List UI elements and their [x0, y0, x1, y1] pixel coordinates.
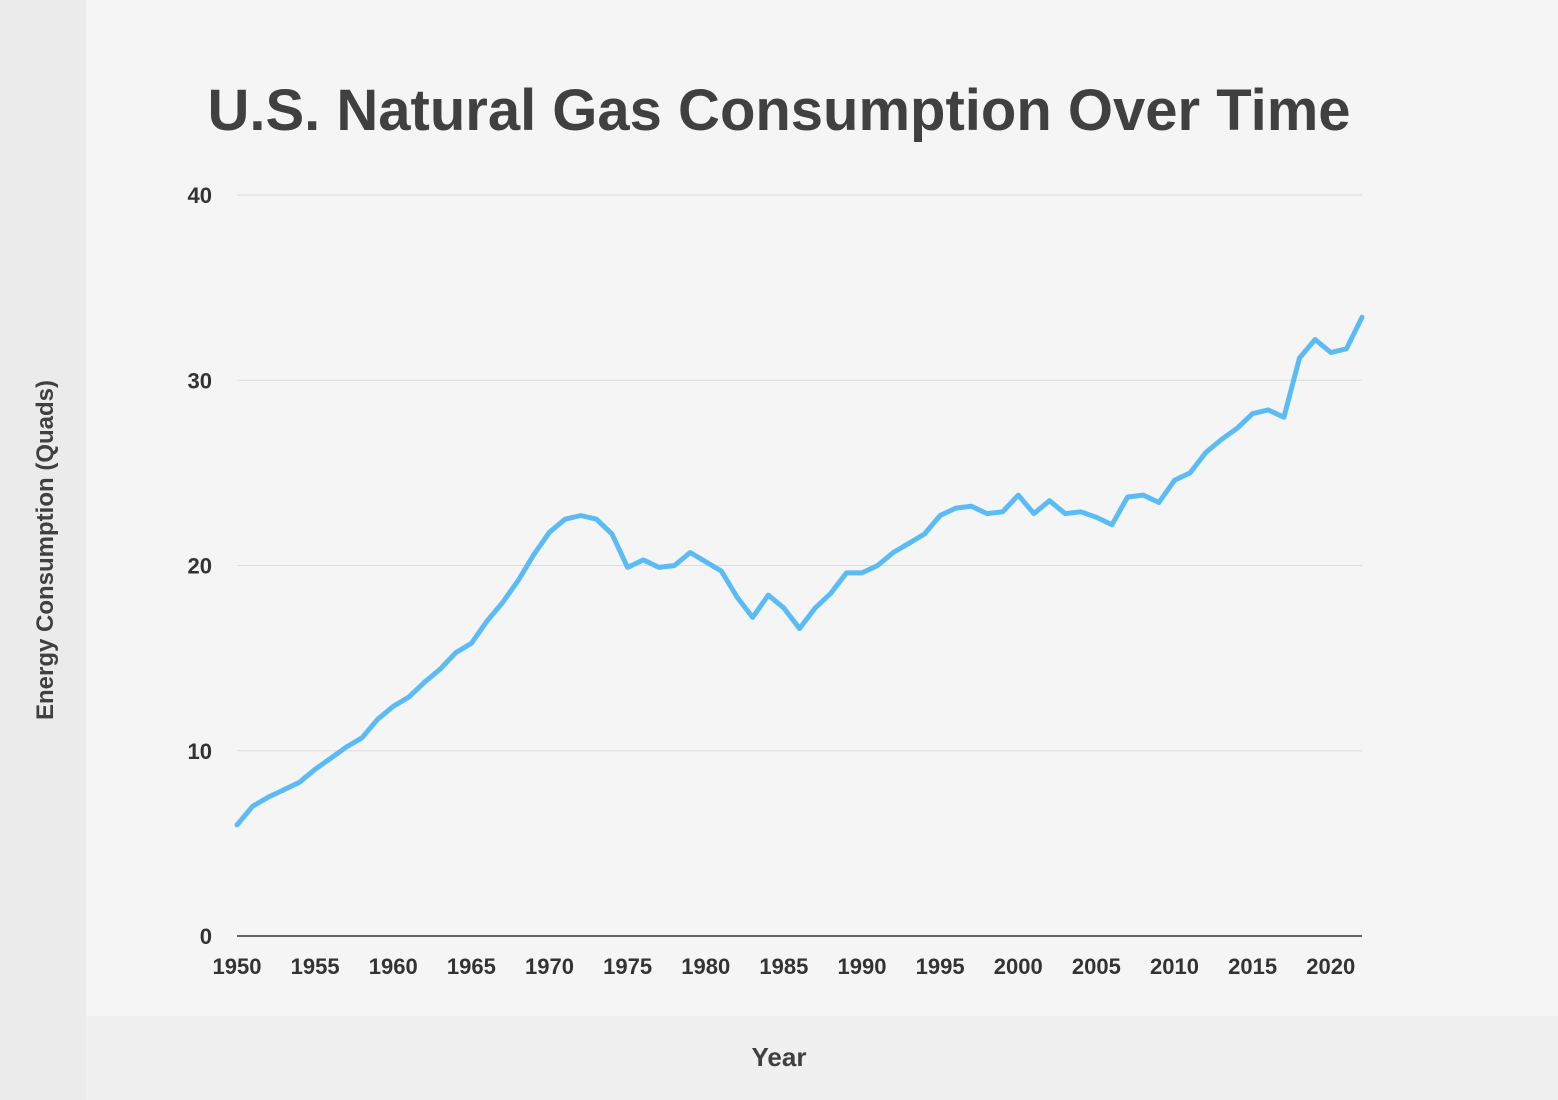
x-tick-label: 1995 [916, 954, 965, 979]
plot-panel [86, 0, 1558, 1016]
x-tick-label: 1980 [681, 954, 730, 979]
x-axis-label: Year [751, 1042, 807, 1072]
bottom-band [86, 1016, 1558, 1100]
x-tick-label: 2010 [1150, 954, 1199, 979]
y-tick-label: 20 [188, 554, 212, 579]
y-tick-label: 0 [200, 924, 212, 949]
y-tick-label: 30 [188, 368, 212, 393]
grid-layer [237, 194, 1362, 752]
x-tick-label: 1975 [603, 954, 652, 979]
y-tick-label: 10 [188, 739, 212, 764]
x-tick-label: 1970 [525, 954, 574, 979]
left-band [0, 0, 86, 1100]
x-tick-label: 2005 [1072, 954, 1121, 979]
x-tick-label: 1960 [369, 954, 418, 979]
x-tick-labels: 1950 1955 1960 1965 1970 1975 1980 1985 1990 1995… [213, 954, 1356, 979]
x-tick-label: 2015 [1228, 954, 1277, 979]
y-tick-label: 40 [188, 183, 212, 208]
x-tick-label: 2020 [1306, 954, 1355, 979]
x-tick-label: 1950 [213, 954, 262, 979]
series-line [234, 314, 1365, 828]
x-tick-label: 1990 [838, 954, 887, 979]
x-tick-label: 1955 [291, 954, 340, 979]
series-layer [234, 314, 1365, 828]
x-tick-label: 1985 [759, 954, 808, 979]
y-tick-labels: 0 10 20 30 40 [188, 183, 212, 949]
chart-title: U.S. Natural Gas Consumption Over Time [207, 78, 1351, 143]
x-tick-label: 1965 [447, 954, 496, 979]
x-tick-label: 2000 [994, 954, 1043, 979]
